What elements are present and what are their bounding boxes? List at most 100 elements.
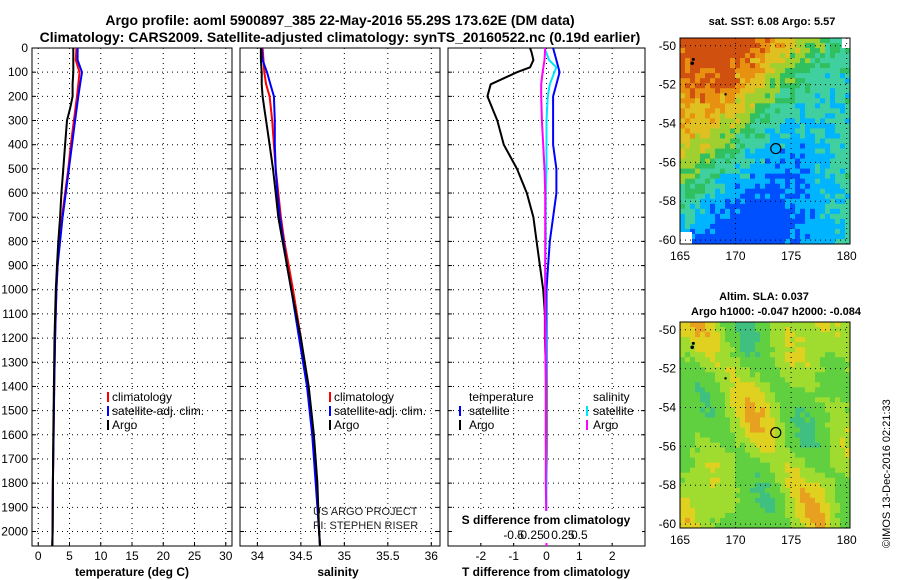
sla-map-cell — [720, 332, 726, 338]
sla-map-cell — [770, 487, 776, 494]
sst-map-cell — [780, 43, 786, 49]
sla-map-cell — [685, 492, 691, 499]
sst-map-cell — [715, 153, 721, 159]
sst-map-cell — [810, 213, 816, 220]
sla-map-cell — [715, 377, 721, 383]
sla-map-cell — [835, 352, 841, 358]
sla-map-cell — [805, 497, 811, 504]
sla-map-cell — [685, 322, 691, 328]
sla-map-cell — [770, 477, 776, 484]
sst-map-cell — [815, 148, 821, 154]
sst-map-cell — [700, 118, 706, 124]
sla-map-cell — [730, 517, 736, 524]
sla-map-cell — [735, 437, 741, 443]
sst-map-cell — [820, 103, 826, 109]
sst-map-cell — [765, 133, 771, 139]
sla-map-cell — [680, 472, 686, 479]
sla-map-cell — [805, 382, 811, 388]
sla-map-cell — [805, 437, 811, 443]
sla-map-cell — [845, 512, 850, 519]
sst-map-cell — [690, 68, 696, 74]
sst-map-cell — [805, 88, 811, 94]
sla-map-cell — [760, 382, 766, 388]
sst-map-cell — [795, 213, 801, 220]
sla-map-cell — [805, 332, 811, 338]
sst-map-cell — [840, 58, 846, 64]
sla-map-cell — [760, 522, 766, 528]
sst-map-cell — [810, 38, 816, 44]
sst-map-cell — [730, 223, 736, 230]
sst-map-cell — [730, 43, 736, 49]
sla-map-cell — [795, 502, 801, 509]
sst-map-cell — [740, 183, 746, 190]
sla-map-cell — [805, 352, 811, 358]
sst-map-cell — [750, 193, 756, 200]
sst-map-cell — [745, 188, 751, 195]
sla-map-cell — [815, 382, 821, 388]
sla-map-cell — [775, 497, 781, 504]
sst-map-cell — [710, 118, 716, 124]
sst-map-cell — [690, 98, 696, 104]
sla-map-cell — [690, 417, 696, 423]
sla-map-cell — [825, 322, 831, 328]
sst-map-cell — [695, 93, 701, 99]
sst-map-cell — [770, 233, 776, 240]
sla-map-cell — [810, 447, 816, 454]
sla-map-cell — [715, 472, 721, 479]
sla-map-cell — [790, 452, 796, 459]
depth-tick-label: 1600 — [1, 428, 28, 442]
sla-map-cell — [840, 352, 846, 358]
sst-map-cell — [805, 153, 811, 159]
sst-map-cell — [800, 218, 806, 225]
sla-map-cell — [705, 367, 711, 373]
sla-map-cell — [765, 347, 771, 353]
sst-map-cell — [685, 58, 691, 64]
sla-map-cell — [845, 417, 850, 423]
sla-map-cell — [775, 362, 781, 368]
sst-map-cell — [755, 128, 761, 134]
sla-map-cell — [825, 472, 831, 479]
sst-map-cell — [730, 58, 736, 64]
sla-map-cell — [745, 332, 751, 338]
sla-map-cell — [780, 437, 786, 443]
sla-map-cell — [790, 392, 796, 398]
sla-map-cell — [815, 357, 821, 363]
sla-map-cell — [740, 367, 746, 373]
sla-map-cell — [820, 497, 826, 504]
sla-map-cell — [830, 457, 836, 464]
sst-map-cell — [795, 233, 801, 240]
sst-map-cell — [830, 133, 836, 139]
sla-map-cell — [800, 417, 806, 423]
sla-map-cell — [755, 452, 761, 459]
sst-map-cell — [755, 178, 761, 185]
sst-map-cell — [715, 48, 721, 54]
sla-map-cell — [830, 442, 836, 449]
sst-map-cell — [725, 68, 731, 74]
sla-map-tick-labels: 165 170 175 180-50-52-54-56-58-60 — [659, 323, 857, 547]
sla-map-cell — [770, 482, 776, 489]
sla-map-cell — [790, 442, 796, 449]
sst-map-cell — [810, 193, 816, 200]
sla-map-cell — [745, 477, 751, 484]
sla-map-cell — [795, 392, 801, 398]
sla-map-cell — [745, 502, 751, 509]
sst-map-cell — [780, 93, 786, 99]
sla-map-cell — [795, 332, 801, 338]
sst-map-cell — [780, 183, 786, 190]
sla-map-lat-label: -60 — [659, 517, 677, 531]
sla-map-cell — [695, 372, 701, 378]
sla-map-cell — [690, 522, 696, 528]
sla-map-cell — [695, 477, 701, 484]
sla-map-cell — [750, 452, 756, 459]
sst-map-cell — [830, 73, 836, 79]
sla-map-cell — [705, 437, 711, 443]
sla-map-cell — [820, 402, 826, 408]
sst-map-cell — [840, 203, 846, 210]
sst-map-cell — [725, 173, 731, 180]
sla-map-cell — [835, 427, 841, 433]
sla-map-cell — [800, 457, 806, 464]
sla-map-cell — [820, 472, 826, 479]
sst-map-cell — [790, 143, 796, 149]
sla-map-cell — [720, 427, 726, 433]
sla-map-cell — [755, 352, 761, 358]
